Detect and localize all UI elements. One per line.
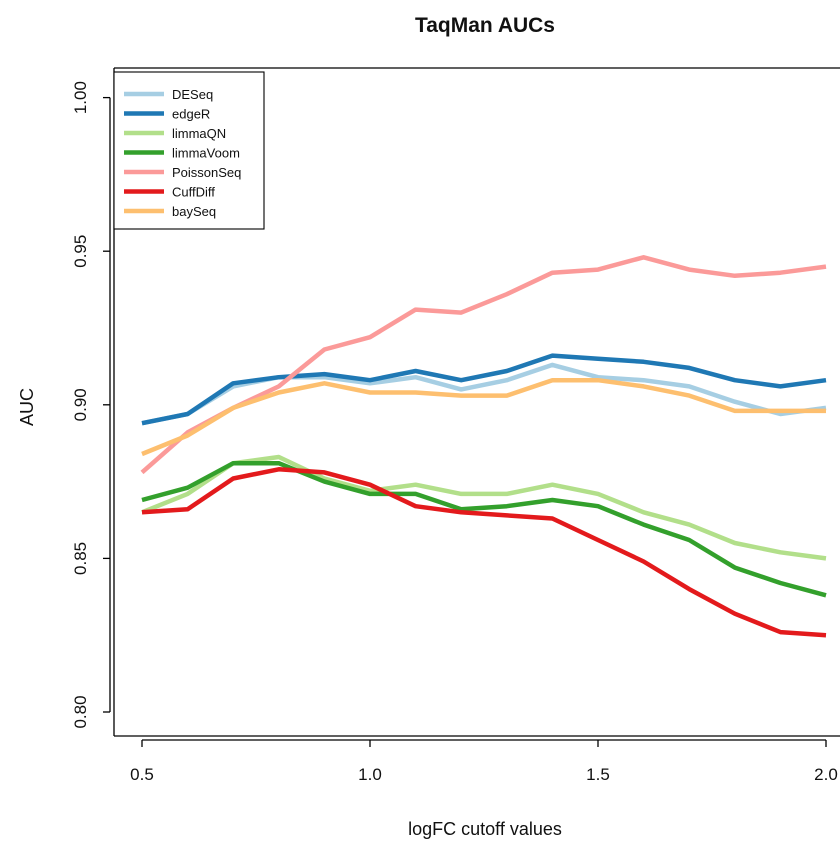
legend-label-cuffdiff: CuffDiff [172, 185, 215, 200]
y-tick-label: 0.85 [71, 542, 90, 575]
y-tick-label: 0.95 [71, 235, 90, 268]
series-line-limmavoom [141, 460, 827, 598]
legend-label-poissonseq: PoissonSeq [172, 165, 241, 180]
series-line-limmaqn [141, 454, 827, 561]
x-tick-label: 0.5 [130, 765, 154, 784]
x-axis-title: logFC cutoff values [408, 819, 562, 839]
legend-label-deseq: DESeq [172, 87, 213, 102]
legend-label-edger: edgeR [172, 107, 210, 122]
chart-title: TaqMan AUCs [415, 14, 555, 37]
legend-label-limmavoom: limmaVoom [172, 146, 240, 161]
legend-label-limmaqn: limmaQN [172, 126, 226, 141]
series-line-cuffdiff [141, 467, 827, 638]
axes: 0.5 1.0 1.5 2.0 0.80 0.85 0.90 0.95 1.00 [71, 81, 838, 784]
series-line-bayseq [141, 377, 826, 457]
legend-label-bayseq: baySeq [172, 204, 216, 219]
x-tick-label: 1.0 [358, 765, 382, 784]
x-tick-label: 1.5 [586, 765, 610, 784]
series-line-edger [141, 353, 827, 426]
legend: DESeq edgeR limmaQN limmaVoom PoissonSeq Cuff… [113, 71, 265, 230]
series-line-poissonseq [140, 255, 827, 475]
series-lines [140, 255, 827, 638]
y-tick-label: 0.80 [71, 695, 90, 728]
y-axis-title: AUC [17, 388, 37, 426]
x-tick-label: 2.0 [814, 765, 838, 784]
y-tick-label: 1.00 [71, 81, 90, 114]
y-tick-label: 0.90 [71, 388, 90, 421]
